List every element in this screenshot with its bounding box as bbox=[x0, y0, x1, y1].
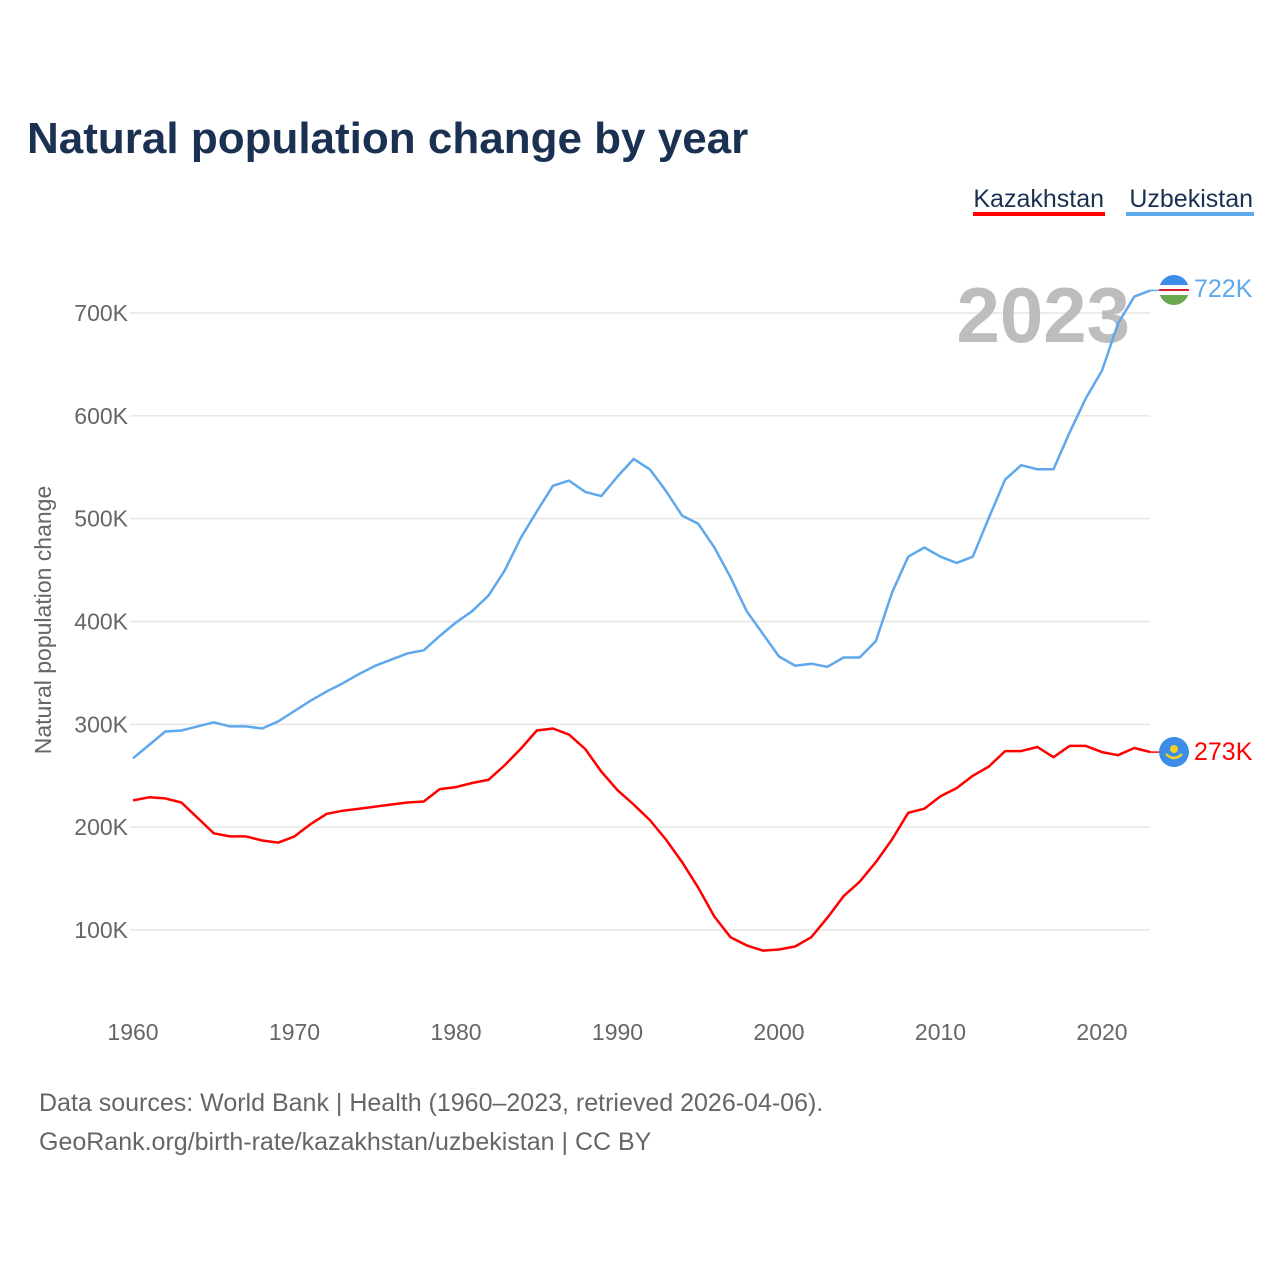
x-tick-label: 1960 bbox=[107, 1019, 158, 1045]
legend-item-uzbekistan[interactable]: Uzbekistan bbox=[1129, 185, 1253, 213]
series-line-uzbekistan bbox=[132, 289, 1151, 760]
x-tick-label: 2000 bbox=[753, 1019, 804, 1045]
year-watermark: 2023 bbox=[956, 271, 1130, 359]
legend-swatch-kazakhstan bbox=[973, 212, 1105, 216]
chart-title: Natural population change by year bbox=[27, 114, 748, 163]
legend-item-kazakhstan[interactable]: Kazakhstan bbox=[973, 185, 1104, 213]
series-line-kazakhstan bbox=[132, 727, 1151, 952]
x-tick-label: 2020 bbox=[1076, 1019, 1127, 1045]
y-tick-label: 300K bbox=[74, 711, 128, 737]
y-tick-label: 700K bbox=[74, 300, 128, 326]
x-tick-label: 1970 bbox=[269, 1019, 320, 1045]
y-tick-label: 400K bbox=[74, 609, 128, 635]
legend-swatch-uzbekistan bbox=[1126, 212, 1254, 216]
y-tick-label: 600K bbox=[74, 403, 128, 429]
x-tick-label: 1990 bbox=[592, 1019, 643, 1045]
footer-source: Data sources: World Bank | Health (1960–… bbox=[39, 1089, 823, 1117]
gridlines bbox=[130, 312, 1150, 931]
y-axis: 100K 200K 300K 400K 500K 600K 700K bbox=[74, 300, 128, 943]
end-label-kazakhstan: 273K bbox=[1159, 737, 1253, 767]
legend: Kazakhstan Uzbekistan bbox=[973, 185, 1254, 216]
end-value-kazakhstan: 273K bbox=[1194, 738, 1253, 766]
uzbekistan-flag-icon bbox=[1159, 275, 1189, 305]
kazakhstan-flag-icon bbox=[1159, 737, 1189, 767]
series-lines bbox=[132, 289, 1160, 952]
y-axis-label: Natural population change bbox=[30, 486, 56, 755]
x-tick-label: 2010 bbox=[915, 1019, 966, 1045]
x-tick-label: 1980 bbox=[430, 1019, 481, 1045]
end-value-uzbekistan: 722K bbox=[1194, 275, 1253, 303]
x-axis: 1960 1970 1980 1990 2000 2010 2020 bbox=[107, 1019, 1127, 1045]
footer-link[interactable]: GeoRank.org/birth-rate/kazakhstan/uzbeki… bbox=[39, 1128, 652, 1156]
end-label-uzbekistan: 722K bbox=[1159, 275, 1253, 305]
y-tick-label: 500K bbox=[74, 506, 128, 532]
y-tick-label: 200K bbox=[74, 814, 128, 840]
y-tick-label: 100K bbox=[74, 917, 128, 943]
